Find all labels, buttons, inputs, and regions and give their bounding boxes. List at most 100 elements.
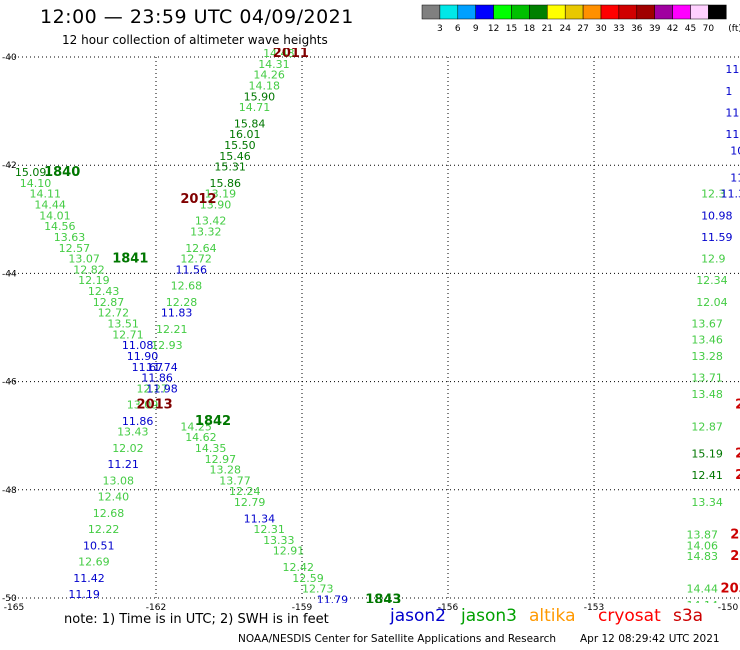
wave-height-point: 12.71 (336, 620, 368, 633)
color-bin-swatch (708, 4, 727, 20)
wave-height-point: 12.87 (691, 420, 723, 433)
wave-height-point: 13.63 (54, 231, 86, 244)
wave-height-point: 12.64 (185, 242, 217, 255)
wave-height-point: 13.07 (68, 253, 100, 266)
wave-height-point: 12.04 (696, 296, 728, 309)
wave-height-point: 13.08 (102, 474, 134, 487)
wave-height-point: 12.71 (112, 328, 144, 341)
wave-height-point: 12.68 (93, 507, 125, 520)
wave-height-point: 12.40 (98, 491, 130, 504)
wave-height-point: 11.3 (721, 188, 740, 201)
color-bin-label: 45 (685, 24, 696, 34)
wave-height-point: 12.02 (112, 442, 144, 455)
wave-height-point: 11.08 (122, 339, 154, 352)
wave-height-point: 13.71 (691, 372, 723, 385)
wave-height-point: 12.91 (273, 545, 305, 558)
y-tick-label: -42 (2, 161, 17, 171)
wave-height-point: 13.32 (190, 226, 222, 239)
wave-height-point: 12.82 (73, 263, 105, 276)
wave-height-point: 11.74 (146, 361, 178, 374)
satellite-s3a-label: s3a (673, 606, 704, 626)
wave-height-point: 14.44 (34, 198, 65, 211)
x-tick-label: -165 (4, 603, 24, 613)
y-tick-label: -48 (2, 486, 17, 496)
y-tick-label: -44 (2, 269, 17, 279)
chart-title: 12:00 — 23:59 UTC 04/09/2021 (40, 6, 354, 28)
pass-time-annotation: 2012 (180, 192, 216, 207)
wave-height-point: 12.72 (98, 307, 130, 320)
wave-height-point: 11.98 (146, 382, 178, 395)
wave-height-point: 12.57 (59, 242, 91, 255)
wave-height-point: 11.35 (326, 604, 358, 617)
pass-time-annotation: 2013 (137, 398, 173, 413)
wave-height-point: 11.21 (107, 458, 139, 471)
y-tick-label: -50 (2, 594, 17, 604)
wave-height-point: 12.87 (93, 296, 125, 309)
pass-time-annotation: 2 (735, 398, 740, 413)
wave-height-point: 13.51 (107, 318, 139, 331)
wave-height-point: 12.27 (137, 382, 169, 395)
wave-height-point: 13.43 (117, 426, 149, 439)
wave-height-point: 11.67 (132, 361, 164, 374)
pass-time-annotation: 2011 (273, 46, 309, 61)
wave-height-point: 15.50 (224, 139, 256, 152)
wave-height-point: 14.35 (195, 442, 227, 455)
satellite-altika-label: altika (529, 606, 576, 626)
wave-height-point: 10.51 (83, 539, 115, 552)
wave-height-point: 11.56 (175, 263, 207, 276)
wave-height-point: 12.9 (701, 253, 726, 266)
wave-height-point: 11.67 (54, 637, 86, 650)
wave-height-point: 11.83 (161, 307, 193, 320)
color-bin-label: 15 (506, 24, 517, 34)
wave-height-point: 14.25 (180, 420, 212, 433)
wave-height-point: 12.24 (229, 485, 261, 498)
wave-height-point: 11 (725, 128, 739, 141)
color-bin-label: 21 (542, 24, 553, 34)
wave-height-point: 12.22 (88, 523, 120, 536)
wave-height-point: 14.83 (686, 550, 718, 563)
satellite-jason2-label: jason2 (390, 606, 446, 626)
pass-time-annotation: 20 (730, 549, 740, 564)
wave-height-point: 14.26 (253, 69, 284, 82)
wave-height-point: 14.56 (44, 220, 76, 233)
color-bin-label: 33 (613, 24, 624, 34)
color-bin-label: 39 (649, 24, 661, 34)
color-bin-label: 18 (524, 24, 536, 34)
pass-time-annotation: 2 (735, 446, 740, 461)
wave-height-point: 13.34 (691, 496, 723, 509)
wave-height-point: 12.34 (696, 274, 728, 287)
wave-height-point: 11. (730, 171, 740, 184)
y-tick-label: -40 (2, 53, 17, 63)
wave-height-point: 14.01 (39, 209, 70, 222)
x-tick-label: -150 (718, 603, 739, 613)
wave-height-point: 15.90 (244, 90, 276, 103)
color-bin-label: 30 (595, 24, 607, 34)
wave-height-point: 11.79 (317, 593, 349, 606)
wave-height-point: 11.59 (701, 231, 733, 244)
wave-height-point: 12.72 (180, 253, 212, 266)
wave-height-point: 12.28 (166, 296, 198, 309)
wave-height-point: 14.11 (29, 188, 61, 201)
wave-height-point: 13.28 (210, 464, 242, 477)
pass-time-annotation: 1843 (365, 592, 401, 607)
wave-height-point: 13.33 (263, 534, 295, 547)
wave-height-point: 13.87 (686, 528, 718, 541)
wave-height-point: 12.97 (205, 453, 237, 466)
color-bin-label: 70 (703, 24, 715, 34)
color-bin-label: 3 (437, 24, 443, 34)
wave-height-point: 14.31 (258, 58, 290, 71)
color-bin-label: 24 (559, 24, 571, 34)
wave-height-point: 12.21 (156, 323, 188, 336)
satellite-jason3-label: jason3 (461, 606, 517, 626)
wave-height-point: 13.48 (691, 388, 723, 401)
color-bin-label: 12 (488, 24, 499, 34)
wave-height-point: 13.46 (691, 334, 723, 347)
wave-height-point: 12.68 (171, 280, 203, 293)
wave-height-point: 11.86 (141, 372, 173, 385)
wave-height-point: 12.42 (283, 561, 315, 574)
x-tick-label: -153 (584, 603, 604, 613)
wave-height-point: 12.79 (234, 496, 266, 509)
